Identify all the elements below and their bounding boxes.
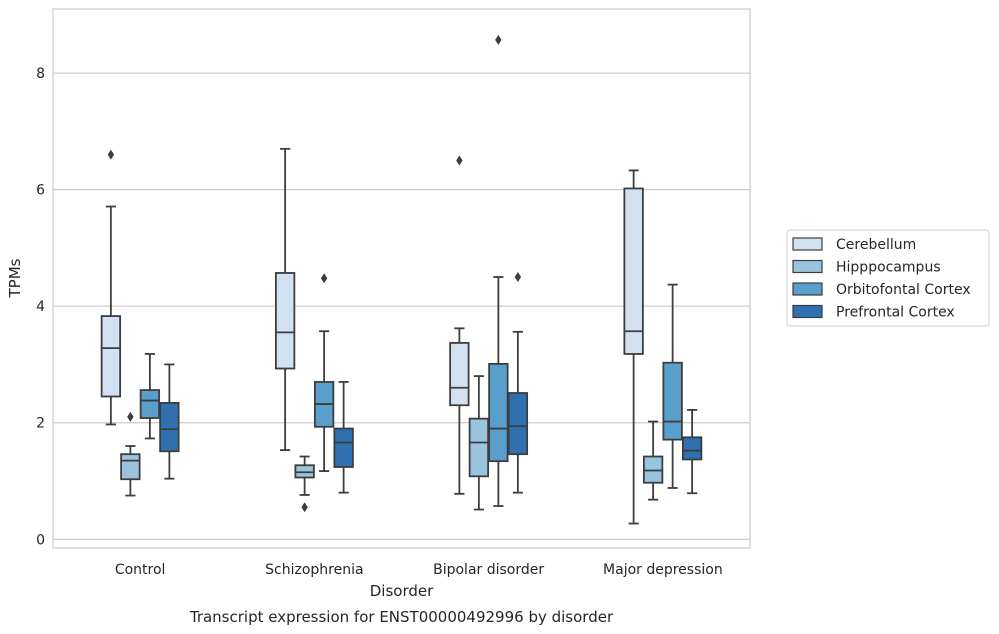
legend-swatch: [792, 237, 823, 251]
box-orbitofontal-cortex: [139, 353, 161, 440]
box-body: [623, 187, 644, 355]
box-body: [139, 389, 161, 419]
box-hipppocampus: [642, 420, 664, 501]
box-body: [333, 427, 354, 468]
box-orbitofontal-cortex: [313, 273, 335, 472]
legend-label: Prefrontal Cortex: [836, 305, 955, 321]
box-cerebellum: [100, 149, 122, 426]
box-hipppocampus: [468, 375, 490, 511]
box-hipppocampus: [294, 455, 315, 513]
outlier-point: [320, 273, 328, 284]
legend-label: Hipppocampus: [836, 260, 941, 276]
box-orbitofontal-cortex: [488, 34, 509, 507]
outlier-point: [301, 502, 308, 513]
x-tick-label: Bipolar disorder: [433, 562, 544, 578]
y-tick-label: 0: [36, 532, 45, 548]
x-tick-label: Control: [115, 562, 166, 578]
y-tick-label: 4: [36, 299, 45, 315]
box-body: [449, 341, 470, 407]
box-cerebellum: [449, 155, 470, 495]
y-tick-label: 2: [36, 416, 45, 432]
box-body: [662, 361, 683, 441]
box-cerebellum: [274, 147, 296, 452]
box-body: [100, 315, 122, 398]
x-tick-label: Major depression: [603, 562, 723, 578]
box-prefrontal-cortex: [159, 363, 180, 480]
box-body: [681, 436, 703, 461]
box-orbitofontal-cortex: [662, 283, 683, 489]
outlier-point: [456, 155, 463, 166]
box-prefrontal-cortex: [333, 381, 354, 494]
x-tick-labels: Control Schizophrenia Bipolar disorder Majo…: [115, 562, 723, 578]
y-axis-label: TPMs: [6, 258, 24, 298]
chart-caption: Transcript expression for ENST0000049299…: [189, 608, 614, 626]
plot-frame: [52, 8, 751, 549]
box-body: [468, 417, 490, 478]
legend: Cerebellum Hipppocampus Orbitofontal Corte…: [786, 229, 990, 327]
box-prefrontal-cortex: [681, 408, 703, 495]
outlier-point: [107, 149, 115, 160]
box-body: [488, 362, 509, 463]
x-axis-label: Disorder: [370, 582, 434, 600]
box-body: [159, 402, 180, 453]
box-cerebellum: [623, 169, 644, 525]
legend-label: Orbitofontal Cortex: [836, 282, 971, 298]
box-prefrontal-cortex: [507, 272, 529, 494]
legend-label: Cerebellum: [836, 237, 916, 253]
y-tick-label: 6: [36, 183, 45, 199]
box-body: [274, 272, 296, 370]
y-tick-label: 8: [36, 66, 45, 82]
legend-swatch: [792, 259, 823, 274]
box-hipppocampus: [120, 411, 141, 497]
outlier-point: [495, 34, 502, 45]
legend-items: Cerebellum Hipppocampus Orbitofontal Corte…: [792, 237, 971, 321]
x-tick-label: Schizophrenia: [265, 562, 363, 578]
y-tick-labels: 0 2 4 6 8: [36, 66, 45, 548]
legend-swatch: [792, 282, 823, 296]
box-layer: [100, 34, 703, 525]
outlier-point: [127, 411, 134, 422]
box-body: [120, 453, 141, 481]
legend-swatch: [792, 304, 823, 319]
box-body: [507, 392, 529, 456]
outlier-point: [514, 272, 522, 283]
legend-frame: [786, 229, 990, 327]
